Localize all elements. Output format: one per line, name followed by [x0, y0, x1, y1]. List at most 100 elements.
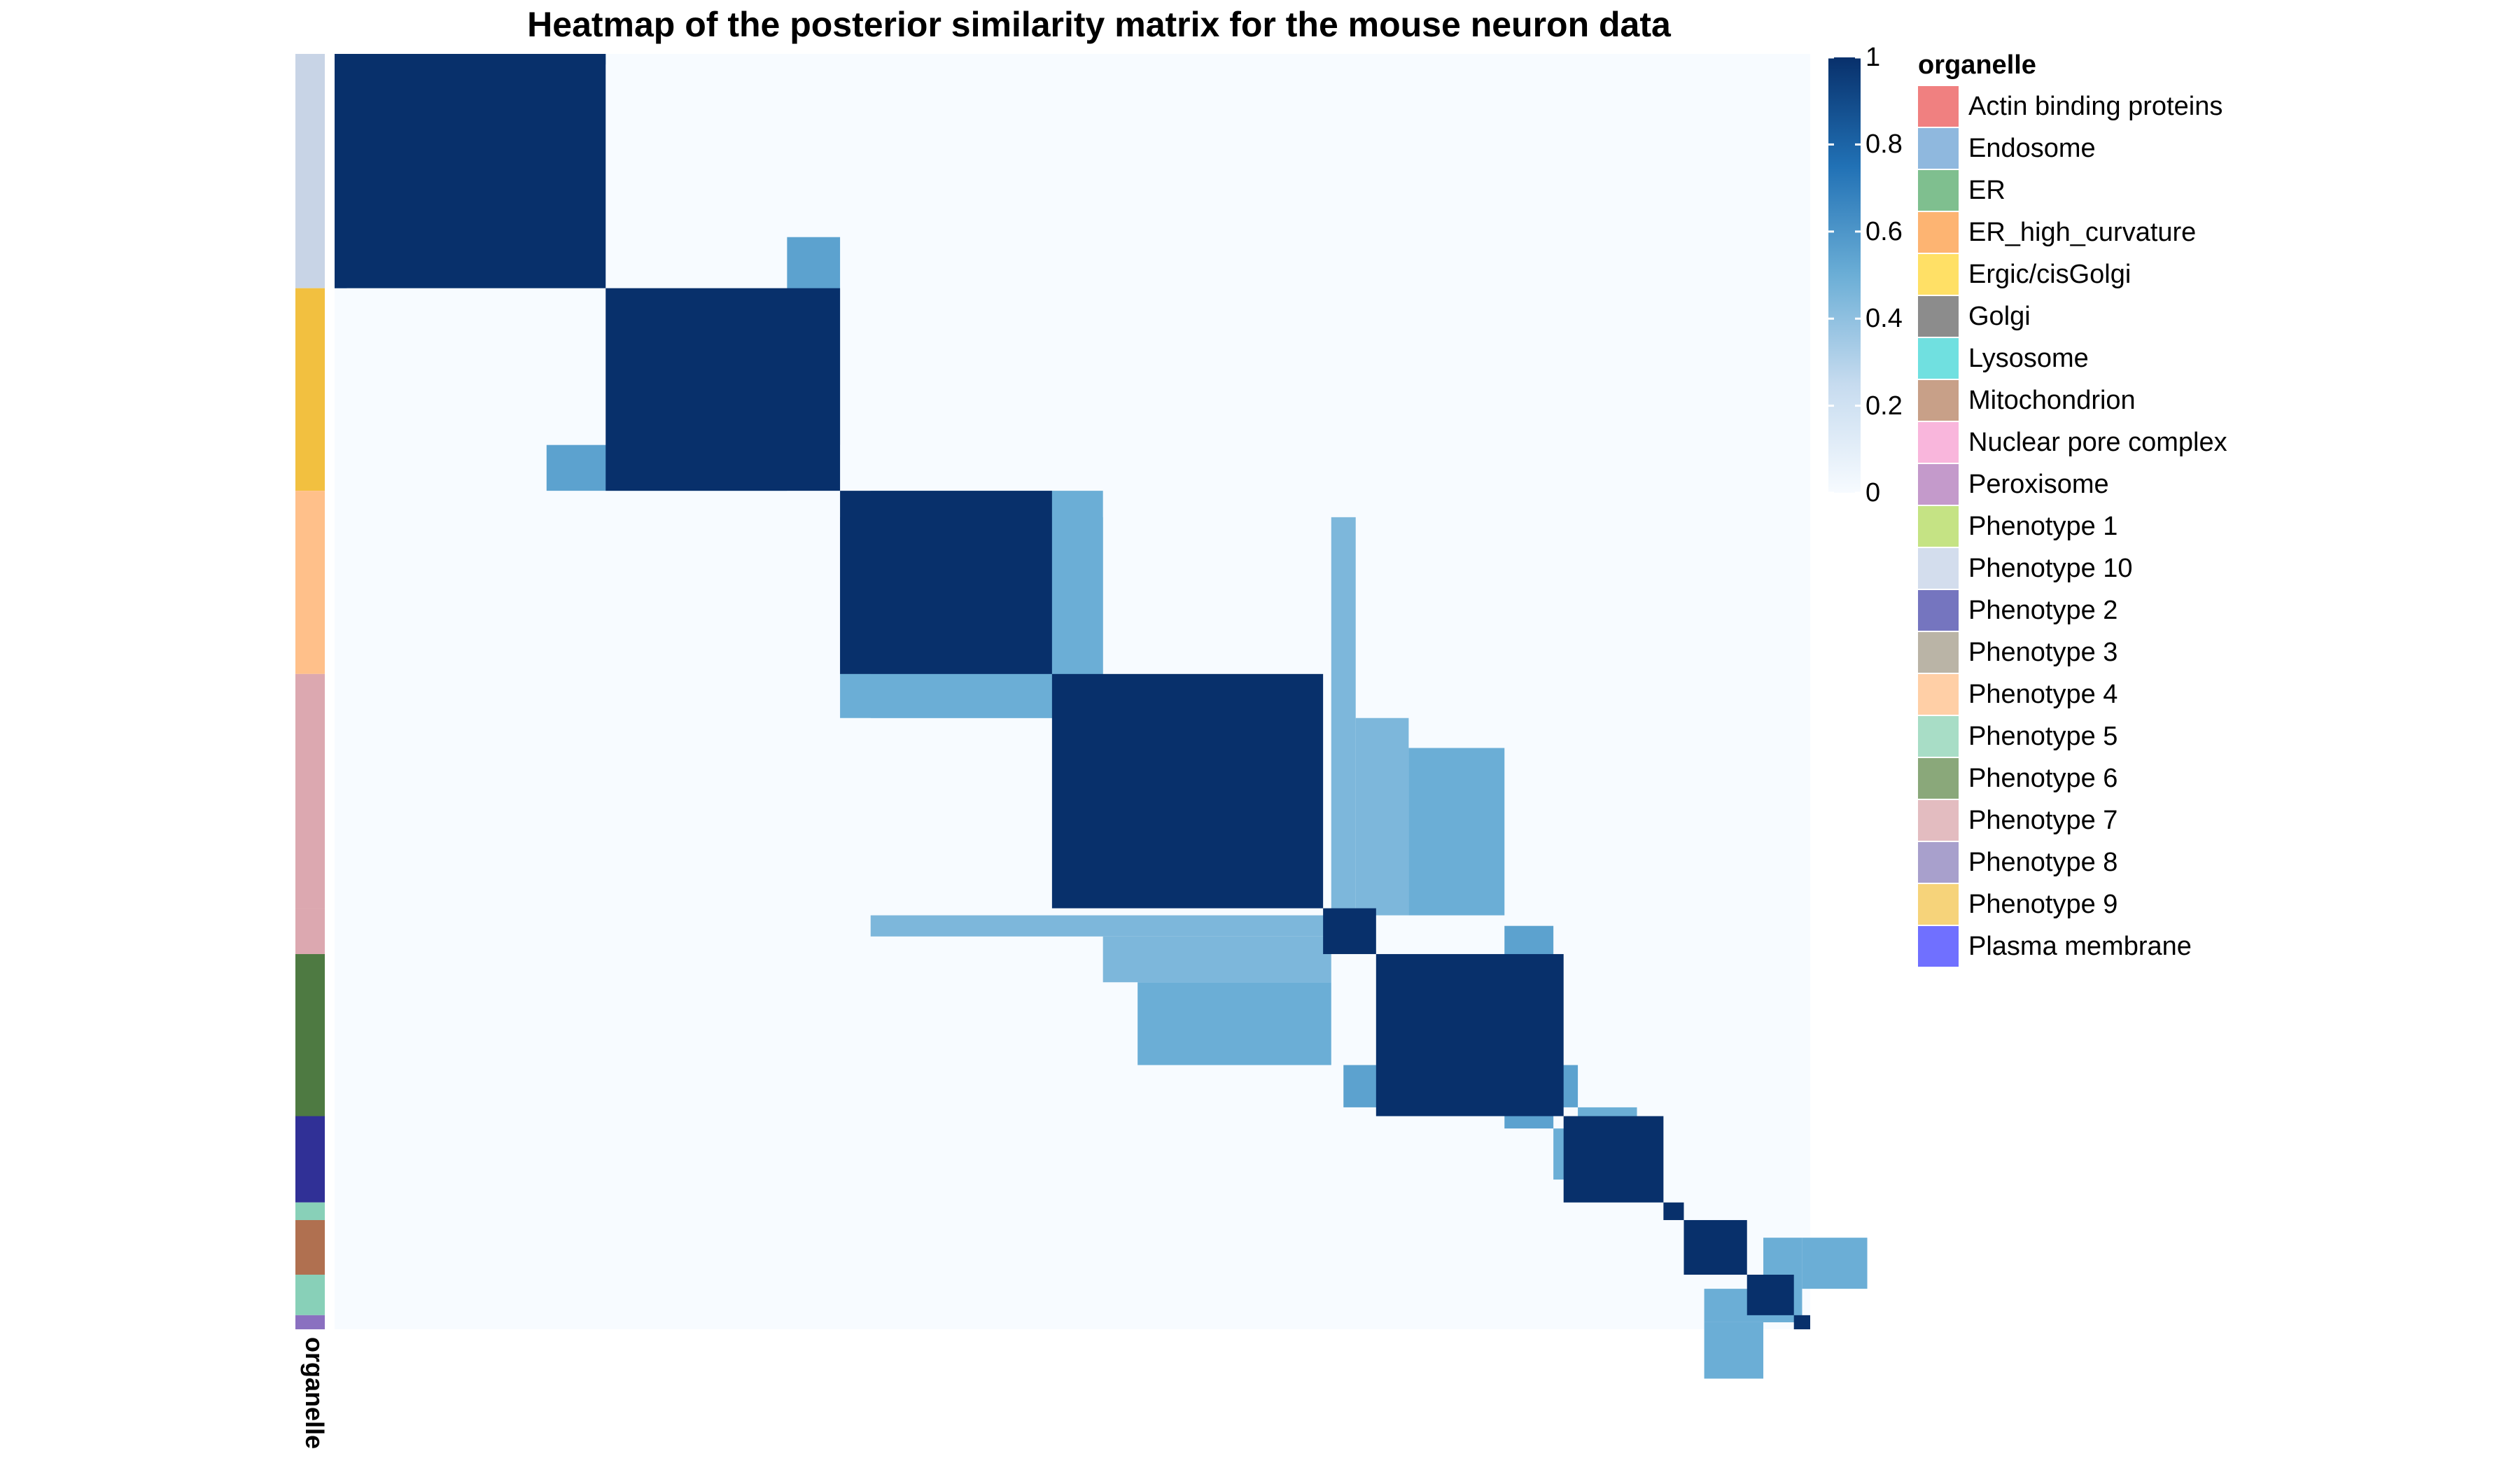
- annotation-bar-segment-10: [295, 1315, 325, 1329]
- legend-item: Golgi: [1918, 295, 2031, 337]
- legend-swatch: [1918, 842, 1959, 883]
- colorbar: [1828, 57, 1861, 493]
- annotation-bar-segment-1: [295, 288, 325, 491]
- legend-swatch: [1918, 170, 1959, 211]
- legend-item: Phenotype 6: [1918, 757, 2118, 799]
- legend-label: Phenotype 4: [1968, 679, 2118, 709]
- legend-swatch: [1918, 926, 1959, 967]
- heatmap-diagonal-block-2: [840, 491, 1052, 674]
- legend-item: Plasma membrane: [1918, 925, 2192, 967]
- legend-item: Phenotype 7: [1918, 799, 2118, 841]
- legend-swatch: [1918, 674, 1959, 715]
- heatmap-diagonal-block-8: [1684, 1219, 1747, 1275]
- legend-swatch: [1918, 338, 1959, 379]
- legend-swatch: [1918, 590, 1959, 631]
- legend-item: ER: [1918, 169, 2005, 211]
- heatmap-diagonal-block-4: [1323, 908, 1376, 954]
- legend-label: ER_high_curvature: [1968, 217, 2197, 247]
- legend-swatch: [1918, 212, 1959, 253]
- legend-swatch: [1918, 254, 1959, 295]
- legend-swatch: [1918, 380, 1959, 421]
- heatmap-cell-block-6: [1102, 936, 1331, 983]
- annotation-axis-label: organelle: [300, 1337, 329, 1450]
- legend-item: Phenotype 2: [1918, 589, 2118, 631]
- legend-label: Peroxisome: [1968, 469, 2109, 499]
- legend-swatch: [1918, 800, 1959, 841]
- legend-label: Mitochondrion: [1968, 385, 2136, 415]
- legend-label: Phenotype 9: [1968, 889, 2118, 919]
- colorbar-tick-label: 1: [1865, 43, 1881, 72]
- legend-item: Mitochondrion: [1918, 379, 2136, 421]
- legend-item: ER_high_curvature: [1918, 211, 2196, 253]
- legend-item: Actin binding proteins: [1918, 85, 2222, 127]
- legend-label: Golgi: [1968, 301, 2031, 331]
- heatmap-cell-block-mirror-5: [1331, 517, 1356, 916]
- legend-swatch: [1918, 296, 1959, 337]
- legend-item: Phenotype 8: [1918, 841, 2118, 883]
- annotation-bar-segment-4: [295, 908, 325, 954]
- legend-item: Lysosome: [1918, 337, 2089, 379]
- annotation-bar-segment-8: [295, 1219, 325, 1275]
- legend-label: Nuclear pore complex: [1968, 427, 2227, 457]
- legend-label: Phenotype 8: [1968, 847, 2118, 877]
- heatmap-diagonal-block-0: [335, 54, 606, 288]
- legend-label: Actin binding proteins: [1968, 91, 2223, 121]
- legend-item: Endosome: [1918, 127, 2096, 169]
- annotation-bar-segment-3: [295, 673, 325, 909]
- legend-swatch: [1918, 464, 1959, 505]
- heatmap-diagonal-block-9: [1746, 1274, 1794, 1315]
- legend-item: Phenotype 4: [1918, 673, 2118, 715]
- legend-label: Phenotype 10: [1968, 553, 2133, 583]
- heatmap-diagonal-block-5: [1376, 953, 1564, 1116]
- heatmap-cell-block-7: [1138, 982, 1331, 1065]
- heatmap-cell-block-5: [870, 915, 1331, 937]
- chart-title: Heatmap of the posterior similarity matr…: [527, 5, 1671, 44]
- legend-item: Nuclear pore complex: [1918, 421, 2227, 463]
- colorbar-tick-label: 0: [1865, 478, 1881, 507]
- annotation-bar-segment-2: [295, 491, 325, 674]
- legend-label: Phenotype 6: [1968, 763, 2118, 793]
- legend-label: Phenotype 7: [1968, 805, 2118, 835]
- legend-item: Phenotype 1: [1918, 505, 2118, 547]
- heatmap-cell-block-mirror-7: [1408, 748, 1505, 916]
- annotation-bar-segment-7: [295, 1202, 325, 1220]
- legend-label: Phenotype 3: [1968, 637, 2118, 667]
- legend-swatch: [1918, 128, 1959, 169]
- heatmap-diagonal-block-3: [1051, 673, 1324, 909]
- legend-swatch: [1918, 422, 1959, 463]
- legend-label: Lysosome: [1968, 343, 2089, 373]
- legend-swatch: [1918, 86, 1959, 127]
- legend-swatch: [1918, 758, 1959, 799]
- colorbar-tick-label: 0.6: [1865, 216, 1903, 246]
- legend-item: Phenotype 9: [1918, 883, 2118, 925]
- annotation-bar-segment-0: [295, 54, 325, 288]
- legend-label: Phenotype 5: [1968, 721, 2118, 751]
- legend-item: Ergic/cisGolgi: [1918, 253, 2131, 295]
- heatmap-diagonal-block-7: [1663, 1202, 1684, 1220]
- annotation-bar-segment-5: [295, 953, 325, 1116]
- heatmap-diagonal-block-6: [1563, 1116, 1664, 1203]
- heatmap-cell-block-mirror-6: [1355, 718, 1409, 916]
- legend-label: Ergic/cisGolgi: [1968, 259, 2132, 289]
- legend-swatch: [1918, 884, 1959, 925]
- legend-title: organelle: [1918, 50, 2036, 80]
- legend-label: Phenotype 1: [1968, 511, 2118, 541]
- legend-item: Peroxisome: [1918, 463, 2109, 505]
- legend-swatch: [1918, 716, 1959, 757]
- legend-item: Phenotype 5: [1918, 715, 2118, 757]
- legend-item: Phenotype 3: [1918, 631, 2118, 673]
- legend-label: Phenotype 2: [1968, 595, 2118, 625]
- legend-label: Endosome: [1968, 133, 2096, 163]
- heatmap-diagonal-block-1: [606, 288, 841, 491]
- annotation-bar-segment-6: [295, 1116, 325, 1203]
- legend-swatch: [1918, 548, 1959, 589]
- colorbar-tick-label: 0.8: [1865, 130, 1903, 160]
- colorbar-tick-label: 0.2: [1865, 391, 1903, 421]
- heatmap-diagonal-block-10: [1793, 1315, 1810, 1329]
- colorbar-tick-label: 0.4: [1865, 304, 1903, 334]
- heatmap-cell-block-10: [1802, 1238, 1868, 1289]
- heatmap-cell-block-mirror-10: [1704, 1322, 1764, 1379]
- annotation-bar-segment-9: [295, 1274, 325, 1315]
- legend-item: Phenotype 10: [1918, 547, 2133, 589]
